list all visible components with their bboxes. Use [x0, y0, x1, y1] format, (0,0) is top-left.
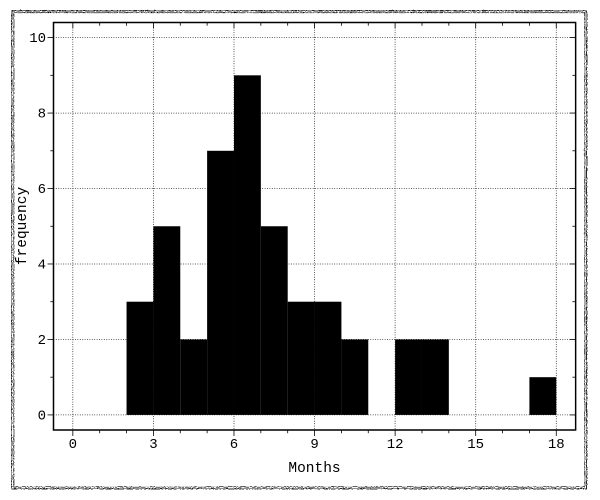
- svg-text:8: 8: [38, 107, 46, 123]
- svg-text:10: 10: [29, 31, 46, 47]
- svg-text:18: 18: [548, 437, 565, 453]
- svg-text:0: 0: [38, 409, 46, 425]
- svg-text:3: 3: [149, 437, 157, 453]
- svg-text:6: 6: [38, 182, 46, 198]
- svg-text:0: 0: [69, 437, 77, 453]
- svg-text:9: 9: [310, 437, 318, 453]
- svg-text:frequency: frequency: [15, 187, 31, 266]
- svg-text:6: 6: [230, 437, 238, 453]
- svg-text:2: 2: [38, 333, 46, 349]
- svg-text:15: 15: [467, 437, 484, 453]
- svg-text:Months: Months: [288, 461, 340, 477]
- svg-text:12: 12: [387, 437, 404, 453]
- svg-text:4: 4: [38, 258, 46, 274]
